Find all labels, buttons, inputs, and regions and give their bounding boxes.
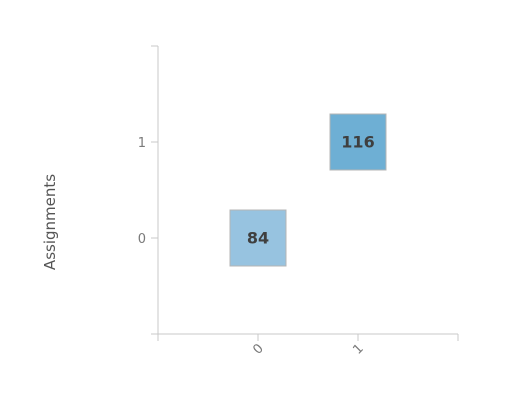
y-axis-title: Assignments — [41, 174, 59, 270]
cell-value-label-0-0: 84 — [247, 229, 269, 248]
heatmap-cell-1-1 — [329, 113, 387, 171]
heatmap-cell-0-0 — [229, 209, 287, 267]
x-tick-label-0: 0 — [250, 341, 266, 357]
cell-value-label-1-1: 116 — [341, 133, 374, 152]
y-tick-label-0: 0 — [138, 232, 146, 247]
x-tick-label-1: 1 — [350, 341, 366, 357]
y-tick-label-1: 1 — [138, 136, 146, 151]
chart-marks: 0 1 0 1 84 116 — [138, 113, 387, 358]
